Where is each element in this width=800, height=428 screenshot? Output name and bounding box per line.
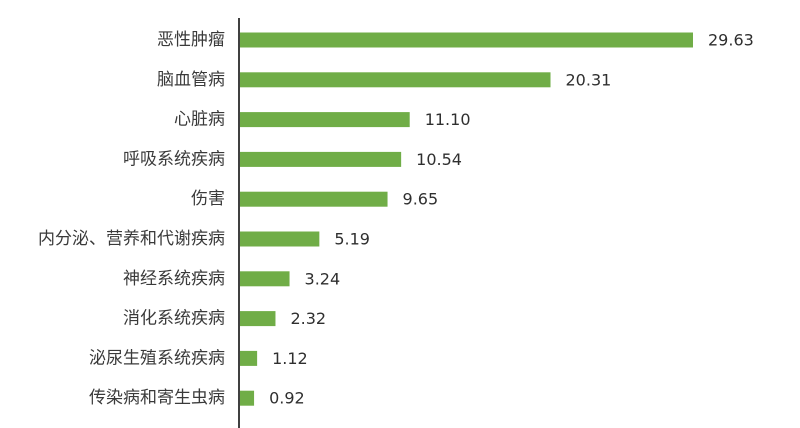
- bar: [240, 72, 551, 88]
- category-label: 神经系统疾病: [123, 269, 225, 289]
- category-labels-group: 恶性肿瘤脑血管病心脏病呼吸系统疾病伤害内分泌、营养和代谢疾病神经系统疾病消化系统…: [38, 30, 225, 408]
- value-label: 20.31: [566, 70, 612, 89]
- category-label: 内分泌、营养和代谢疾病: [38, 229, 225, 249]
- category-label: 消化系统疾病: [123, 309, 225, 329]
- category-label: 脑血管病: [157, 70, 225, 90]
- bar: [240, 112, 410, 128]
- bars-group: [240, 32, 693, 406]
- value-label: 0.92: [269, 389, 305, 408]
- value-label: 9.65: [403, 190, 439, 209]
- bar: [240, 350, 258, 366]
- value-label: 3.24: [305, 269, 341, 288]
- value-label: 10.54: [416, 150, 462, 169]
- value-label: 29.63: [708, 31, 754, 50]
- bar: [240, 390, 255, 406]
- category-label: 传染病和寄生虫病: [89, 388, 225, 408]
- bar: [240, 32, 693, 48]
- category-label: 伤害: [191, 189, 225, 209]
- category-label: 呼吸系统疾病: [123, 149, 225, 169]
- bar: [240, 231, 320, 247]
- value-label: 1.12: [272, 349, 308, 368]
- value-label: 2.32: [290, 309, 326, 328]
- bar: [240, 311, 276, 327]
- bar: [240, 151, 402, 167]
- category-label: 恶性肿瘤: [157, 30, 225, 50]
- bar: [240, 191, 388, 207]
- bar: [240, 271, 290, 287]
- category-label: 心脏病: [174, 110, 225, 130]
- category-label: 泌尿生殖系统疾病: [89, 348, 225, 368]
- value-label: 5.19: [334, 230, 370, 249]
- value-label: 11.10: [425, 110, 471, 129]
- value-labels-group: 29.63 20.31 11.10 10.54 9.65 5.19 3.24 2.32 1.12…: [269, 31, 754, 408]
